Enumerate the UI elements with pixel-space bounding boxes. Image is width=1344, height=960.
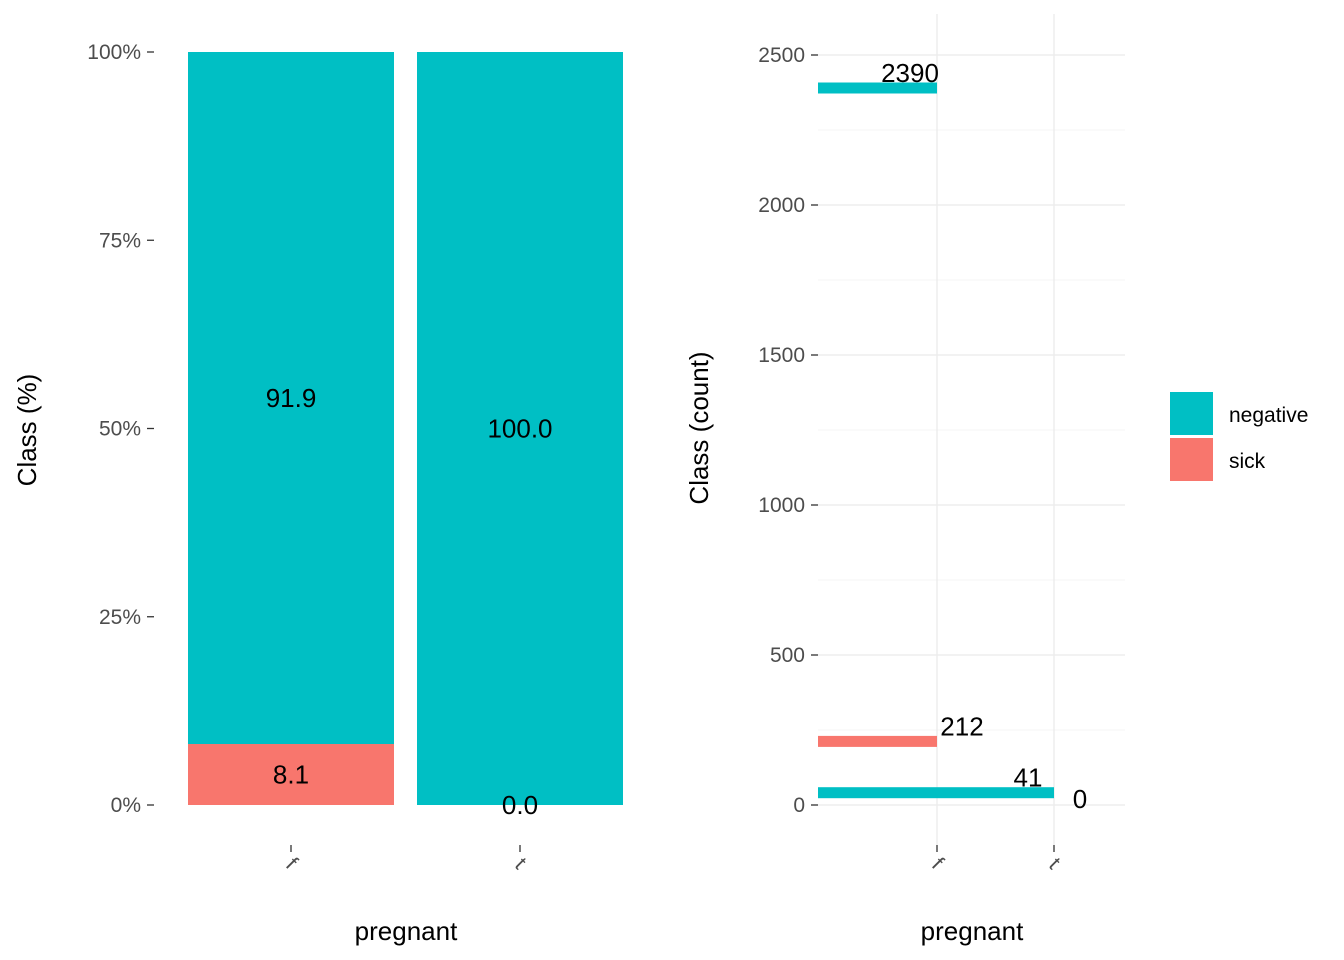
percent-y-tick-label: 100% — [87, 41, 141, 64]
percent-y-axis-title: Class (%) — [12, 374, 42, 487]
count-data-labels: 2390 41 212 0 — [881, 58, 1087, 814]
legend-key-negative — [1170, 392, 1213, 435]
count-y-tick-label: 500 — [770, 644, 805, 667]
count-data-label-negative-t: 41 — [1014, 763, 1043, 793]
count-y-tick-label: 1000 — [758, 494, 805, 517]
percent-y-tick-label: 25% — [99, 606, 141, 629]
count-data-label-negative-f: 2390 — [881, 58, 939, 88]
count-y-axis-title: Class (count) — [684, 351, 714, 504]
percent-y-tick-label: 50% — [99, 418, 141, 441]
legend-key-sick — [1170, 438, 1213, 481]
percent-bar-negative-f — [188, 52, 394, 745]
percent-bars — [188, 52, 623, 805]
count-y-tick-label: 2000 — [758, 194, 805, 217]
percent-x-tick-label-t: t — [510, 853, 531, 874]
percent-bar-sick-f — [188, 744, 394, 805]
count-y-axis: 0 500 1000 1500 2000 2500 — [758, 44, 818, 817]
count-data-label-sick-t: 0 — [1073, 784, 1087, 814]
percent-x-tick-label-f: f — [281, 853, 302, 874]
percent-y-tick-label: 0% — [111, 794, 141, 817]
percent-y-tick-label: 75% — [99, 229, 141, 252]
legend: negative sick — [1170, 392, 1308, 481]
count-bar-negative-t — [818, 787, 1054, 799]
percent-y-axis: 0% 25% 50% 75% 100% — [87, 41, 154, 817]
percent-data-labels: 8.1 91.9 0.0 100.0 — [266, 383, 553, 820]
legend-label-sick: sick — [1229, 450, 1266, 473]
count-bars — [818, 82, 1054, 799]
count-x-tick-label-t: t — [1044, 853, 1065, 874]
count-x-axis-title: pregnant — [921, 916, 1024, 946]
percent-data-label-sick-f: 8.1 — [273, 760, 309, 790]
legend-label-negative: negative — [1229, 404, 1308, 427]
count-grid — [818, 14, 1125, 845]
count-y-tick-label: 0 — [793, 794, 805, 817]
count-y-tick-label: 2500 — [758, 44, 805, 67]
percent-data-label-negative-t: 100.0 — [487, 414, 552, 444]
count-bar-negative-f — [818, 82, 937, 94]
percent-bar-negative-t — [417, 52, 623, 805]
count-data-label-sick-f: 212 — [940, 711, 983, 741]
count-bar-sick-f — [818, 735, 937, 747]
percent-x-axis-title: pregnant — [355, 916, 458, 946]
percent-data-label-negative-f: 91.9 — [266, 383, 317, 413]
count-y-tick-label: 1500 — [758, 344, 805, 367]
count-x-tick-label-f: f — [927, 853, 948, 874]
percent-data-label-sick-t: 0.0 — [502, 790, 538, 820]
